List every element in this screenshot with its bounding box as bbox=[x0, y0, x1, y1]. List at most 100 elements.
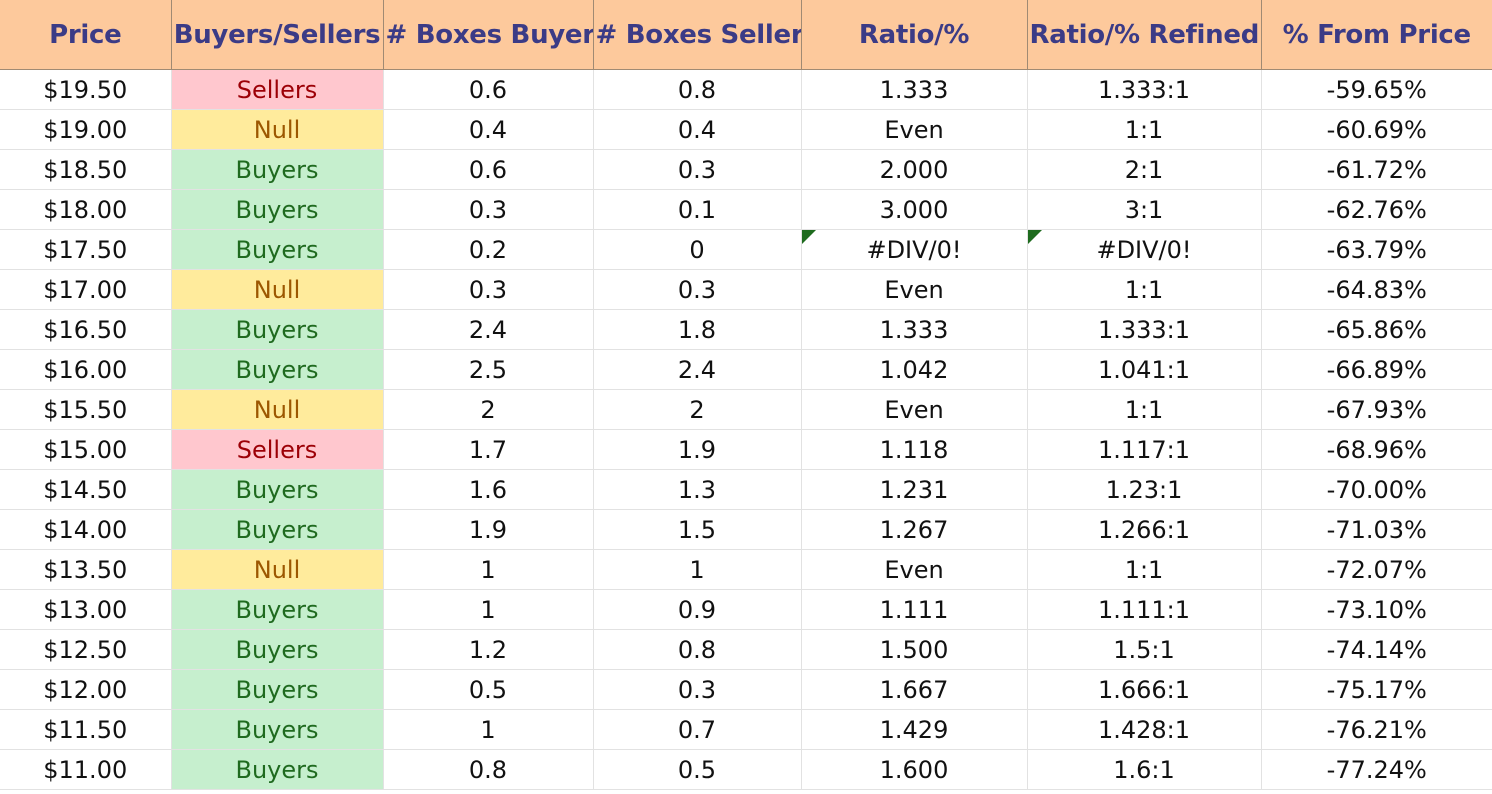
ratio-cell[interactable]: Even bbox=[801, 389, 1028, 430]
ratio-refined-cell[interactable]: 1:1 bbox=[1027, 389, 1262, 430]
from-price-cell[interactable]: -77.24% bbox=[1261, 749, 1492, 790]
side-cell[interactable]: Null bbox=[171, 549, 384, 590]
side-cell[interactable]: Buyers bbox=[171, 669, 384, 710]
side-cell[interactable]: Buyers bbox=[171, 509, 384, 550]
ratio-refined-cell[interactable]: 1.117:1 bbox=[1027, 429, 1262, 470]
header-boxes-buyers[interactable]: # Boxes Buyers bbox=[383, 0, 594, 70]
ratio-cell[interactable]: 1.042 bbox=[801, 349, 1028, 390]
price-cell[interactable]: $19.00 bbox=[0, 109, 172, 150]
boxes-buyers-cell[interactable]: 1 bbox=[383, 589, 594, 630]
price-cell[interactable]: $16.50 bbox=[0, 309, 172, 350]
side-cell[interactable]: Buyers bbox=[171, 749, 384, 790]
ratio-cell[interactable]: Even bbox=[801, 549, 1028, 590]
side-cell[interactable]: Null bbox=[171, 269, 384, 310]
ratio-cell[interactable]: 1.267 bbox=[801, 509, 1028, 550]
boxes-sellers-cell[interactable]: 1.8 bbox=[593, 309, 802, 350]
ratio-refined-cell[interactable]: 1.23:1 bbox=[1027, 469, 1262, 510]
boxes-sellers-cell[interactable]: 0.1 bbox=[593, 189, 802, 230]
ratio-refined-cell[interactable]: #DIV/0! bbox=[1027, 229, 1262, 270]
ratio-cell[interactable]: 1.231 bbox=[801, 469, 1028, 510]
from-price-cell[interactable]: -70.00% bbox=[1261, 469, 1492, 510]
from-price-cell[interactable]: -66.89% bbox=[1261, 349, 1492, 390]
side-cell[interactable]: Buyers bbox=[171, 309, 384, 350]
from-price-cell[interactable]: -68.96% bbox=[1261, 429, 1492, 470]
price-cell[interactable]: $12.50 bbox=[0, 629, 172, 670]
side-cell[interactable]: Null bbox=[171, 109, 384, 150]
ratio-refined-cell[interactable]: 1.6:1 bbox=[1027, 749, 1262, 790]
ratio-cell[interactable]: 1.600 bbox=[801, 749, 1028, 790]
boxes-sellers-cell[interactable]: 2 bbox=[593, 389, 802, 430]
price-cell[interactable]: $18.50 bbox=[0, 149, 172, 190]
price-cell[interactable]: $11.50 bbox=[0, 709, 172, 750]
ratio-cell[interactable]: 1.429 bbox=[801, 709, 1028, 750]
ratio-refined-cell[interactable]: 1:1 bbox=[1027, 109, 1262, 150]
ratio-refined-cell[interactable]: 1.041:1 bbox=[1027, 349, 1262, 390]
ratio-cell[interactable]: 1.111 bbox=[801, 589, 1028, 630]
boxes-sellers-cell[interactable]: 0.7 bbox=[593, 709, 802, 750]
from-price-cell[interactable]: -74.14% bbox=[1261, 629, 1492, 670]
side-cell[interactable]: Buyers bbox=[171, 469, 384, 510]
ratio-refined-cell[interactable]: 1:1 bbox=[1027, 269, 1262, 310]
boxes-sellers-cell[interactable]: 1.5 bbox=[593, 509, 802, 550]
price-cell[interactable]: $14.50 bbox=[0, 469, 172, 510]
boxes-buyers-cell[interactable]: 1.9 bbox=[383, 509, 594, 550]
boxes-buyers-cell[interactable]: 0.6 bbox=[383, 149, 594, 190]
boxes-sellers-cell[interactable]: 1.3 bbox=[593, 469, 802, 510]
ratio-refined-cell[interactable]: 3:1 bbox=[1027, 189, 1262, 230]
price-cell[interactable]: $11.00 bbox=[0, 749, 172, 790]
boxes-sellers-cell[interactable]: 0.9 bbox=[593, 589, 802, 630]
boxes-sellers-cell[interactable]: 0.4 bbox=[593, 109, 802, 150]
from-price-cell[interactable]: -59.65% bbox=[1261, 69, 1492, 110]
boxes-buyers-cell[interactable]: 2.4 bbox=[383, 309, 594, 350]
boxes-sellers-cell[interactable]: 0 bbox=[593, 229, 802, 270]
header-price[interactable]: Price bbox=[0, 0, 172, 70]
from-price-cell[interactable]: -76.21% bbox=[1261, 709, 1492, 750]
ratio-refined-cell[interactable]: 1:1 bbox=[1027, 549, 1262, 590]
side-cell[interactable]: Buyers bbox=[171, 589, 384, 630]
ratio-cell[interactable]: 1.333 bbox=[801, 69, 1028, 110]
boxes-buyers-cell[interactable]: 0.2 bbox=[383, 229, 594, 270]
from-price-cell[interactable]: -64.83% bbox=[1261, 269, 1492, 310]
ratio-refined-cell[interactable]: 1.5:1 bbox=[1027, 629, 1262, 670]
ratio-cell[interactable]: 3.000 bbox=[801, 189, 1028, 230]
price-cell[interactable]: $13.50 bbox=[0, 549, 172, 590]
ratio-cell[interactable]: 1.118 bbox=[801, 429, 1028, 470]
price-cell[interactable]: $13.00 bbox=[0, 589, 172, 630]
from-price-cell[interactable]: -72.07% bbox=[1261, 549, 1492, 590]
side-cell[interactable]: Buyers bbox=[171, 149, 384, 190]
boxes-buyers-cell[interactable]: 0.4 bbox=[383, 109, 594, 150]
boxes-buyers-cell[interactable]: 1 bbox=[383, 549, 594, 590]
header-ratio-refined[interactable]: Ratio/% Refined bbox=[1027, 0, 1262, 70]
ratio-refined-cell[interactable]: 1.333:1 bbox=[1027, 309, 1262, 350]
boxes-buyers-cell[interactable]: 0.8 bbox=[383, 749, 594, 790]
ratio-refined-cell[interactable]: 1.111:1 bbox=[1027, 589, 1262, 630]
ratio-cell[interactable]: 1.667 bbox=[801, 669, 1028, 710]
boxes-sellers-cell[interactable]: 1.9 bbox=[593, 429, 802, 470]
price-cell[interactable]: $17.50 bbox=[0, 229, 172, 270]
from-price-cell[interactable]: -71.03% bbox=[1261, 509, 1492, 550]
boxes-sellers-cell[interactable]: 0.5 bbox=[593, 749, 802, 790]
side-cell[interactable]: Null bbox=[171, 389, 384, 430]
price-cell[interactable]: $18.00 bbox=[0, 189, 172, 230]
from-price-cell[interactable]: -75.17% bbox=[1261, 669, 1492, 710]
boxes-sellers-cell[interactable]: 0.3 bbox=[593, 149, 802, 190]
price-cell[interactable]: $12.00 bbox=[0, 669, 172, 710]
boxes-buyers-cell[interactable]: 1 bbox=[383, 709, 594, 750]
side-cell[interactable]: Buyers bbox=[171, 189, 384, 230]
price-cell[interactable]: $16.00 bbox=[0, 349, 172, 390]
side-cell[interactable]: Buyers bbox=[171, 709, 384, 750]
side-cell[interactable]: Buyers bbox=[171, 229, 384, 270]
header-boxes-sellers[interactable]: # Boxes Sellers bbox=[593, 0, 802, 70]
side-cell[interactable]: Sellers bbox=[171, 429, 384, 470]
boxes-sellers-cell[interactable]: 0.8 bbox=[593, 629, 802, 670]
from-price-cell[interactable]: -67.93% bbox=[1261, 389, 1492, 430]
boxes-sellers-cell[interactable]: 0.3 bbox=[593, 269, 802, 310]
ratio-refined-cell[interactable]: 2:1 bbox=[1027, 149, 1262, 190]
side-cell[interactable]: Buyers bbox=[171, 349, 384, 390]
boxes-sellers-cell[interactable]: 0.8 bbox=[593, 69, 802, 110]
boxes-buyers-cell[interactable]: 0.3 bbox=[383, 189, 594, 230]
boxes-sellers-cell[interactable]: 1 bbox=[593, 549, 802, 590]
from-price-cell[interactable]: -63.79% bbox=[1261, 229, 1492, 270]
side-cell[interactable]: Sellers bbox=[171, 69, 384, 110]
price-cell[interactable]: $15.50 bbox=[0, 389, 172, 430]
